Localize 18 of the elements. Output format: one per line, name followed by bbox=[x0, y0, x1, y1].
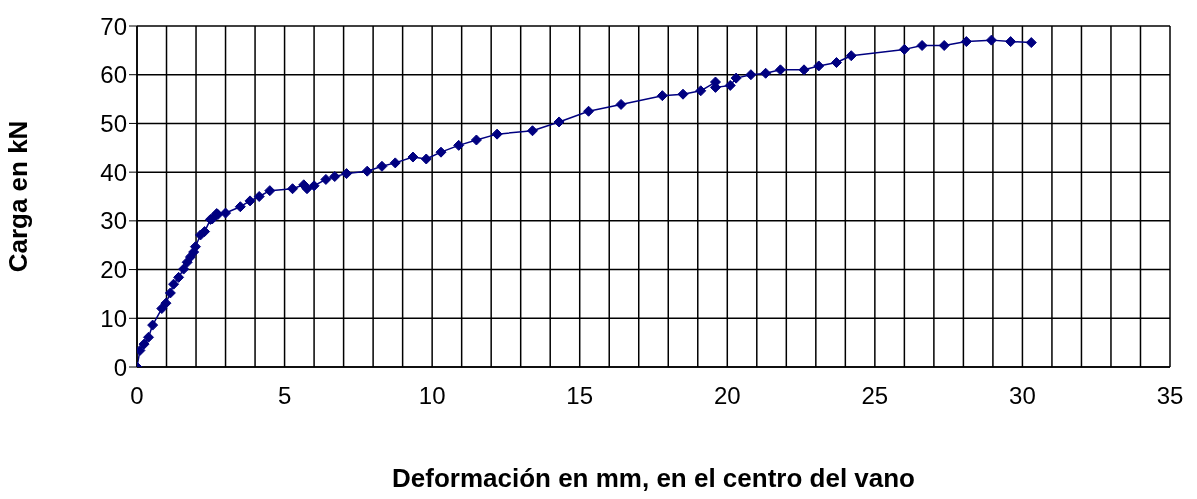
y-tick-label: 40 bbox=[100, 158, 127, 186]
x-tick-label: 25 bbox=[861, 382, 889, 410]
y-tick-label: 10 bbox=[100, 304, 127, 332]
y-tick-label: 30 bbox=[100, 207, 127, 235]
x-tick-label: 30 bbox=[1009, 382, 1036, 410]
x-tick-label: 5 bbox=[277, 382, 292, 410]
x-tick-label: 10 bbox=[418, 382, 446, 410]
y-tick-label: 50 bbox=[100, 109, 127, 137]
y-tick-label: 70 bbox=[100, 12, 127, 40]
x-axis-title: Deformación en mm, en el centro del vano bbox=[391, 463, 916, 493]
x-tick-label: 0 bbox=[130, 382, 144, 410]
x-tick-label: 35 bbox=[1156, 382, 1184, 410]
x-tick-label: 15 bbox=[566, 382, 594, 410]
x-tick-label: 20 bbox=[713, 382, 741, 410]
y-tick-label: 20 bbox=[100, 256, 127, 284]
y-tick-label: 60 bbox=[100, 61, 127, 89]
y-axis-title: Carga en kN bbox=[3, 120, 34, 273]
y-tick-label: 0 bbox=[113, 353, 127, 381]
